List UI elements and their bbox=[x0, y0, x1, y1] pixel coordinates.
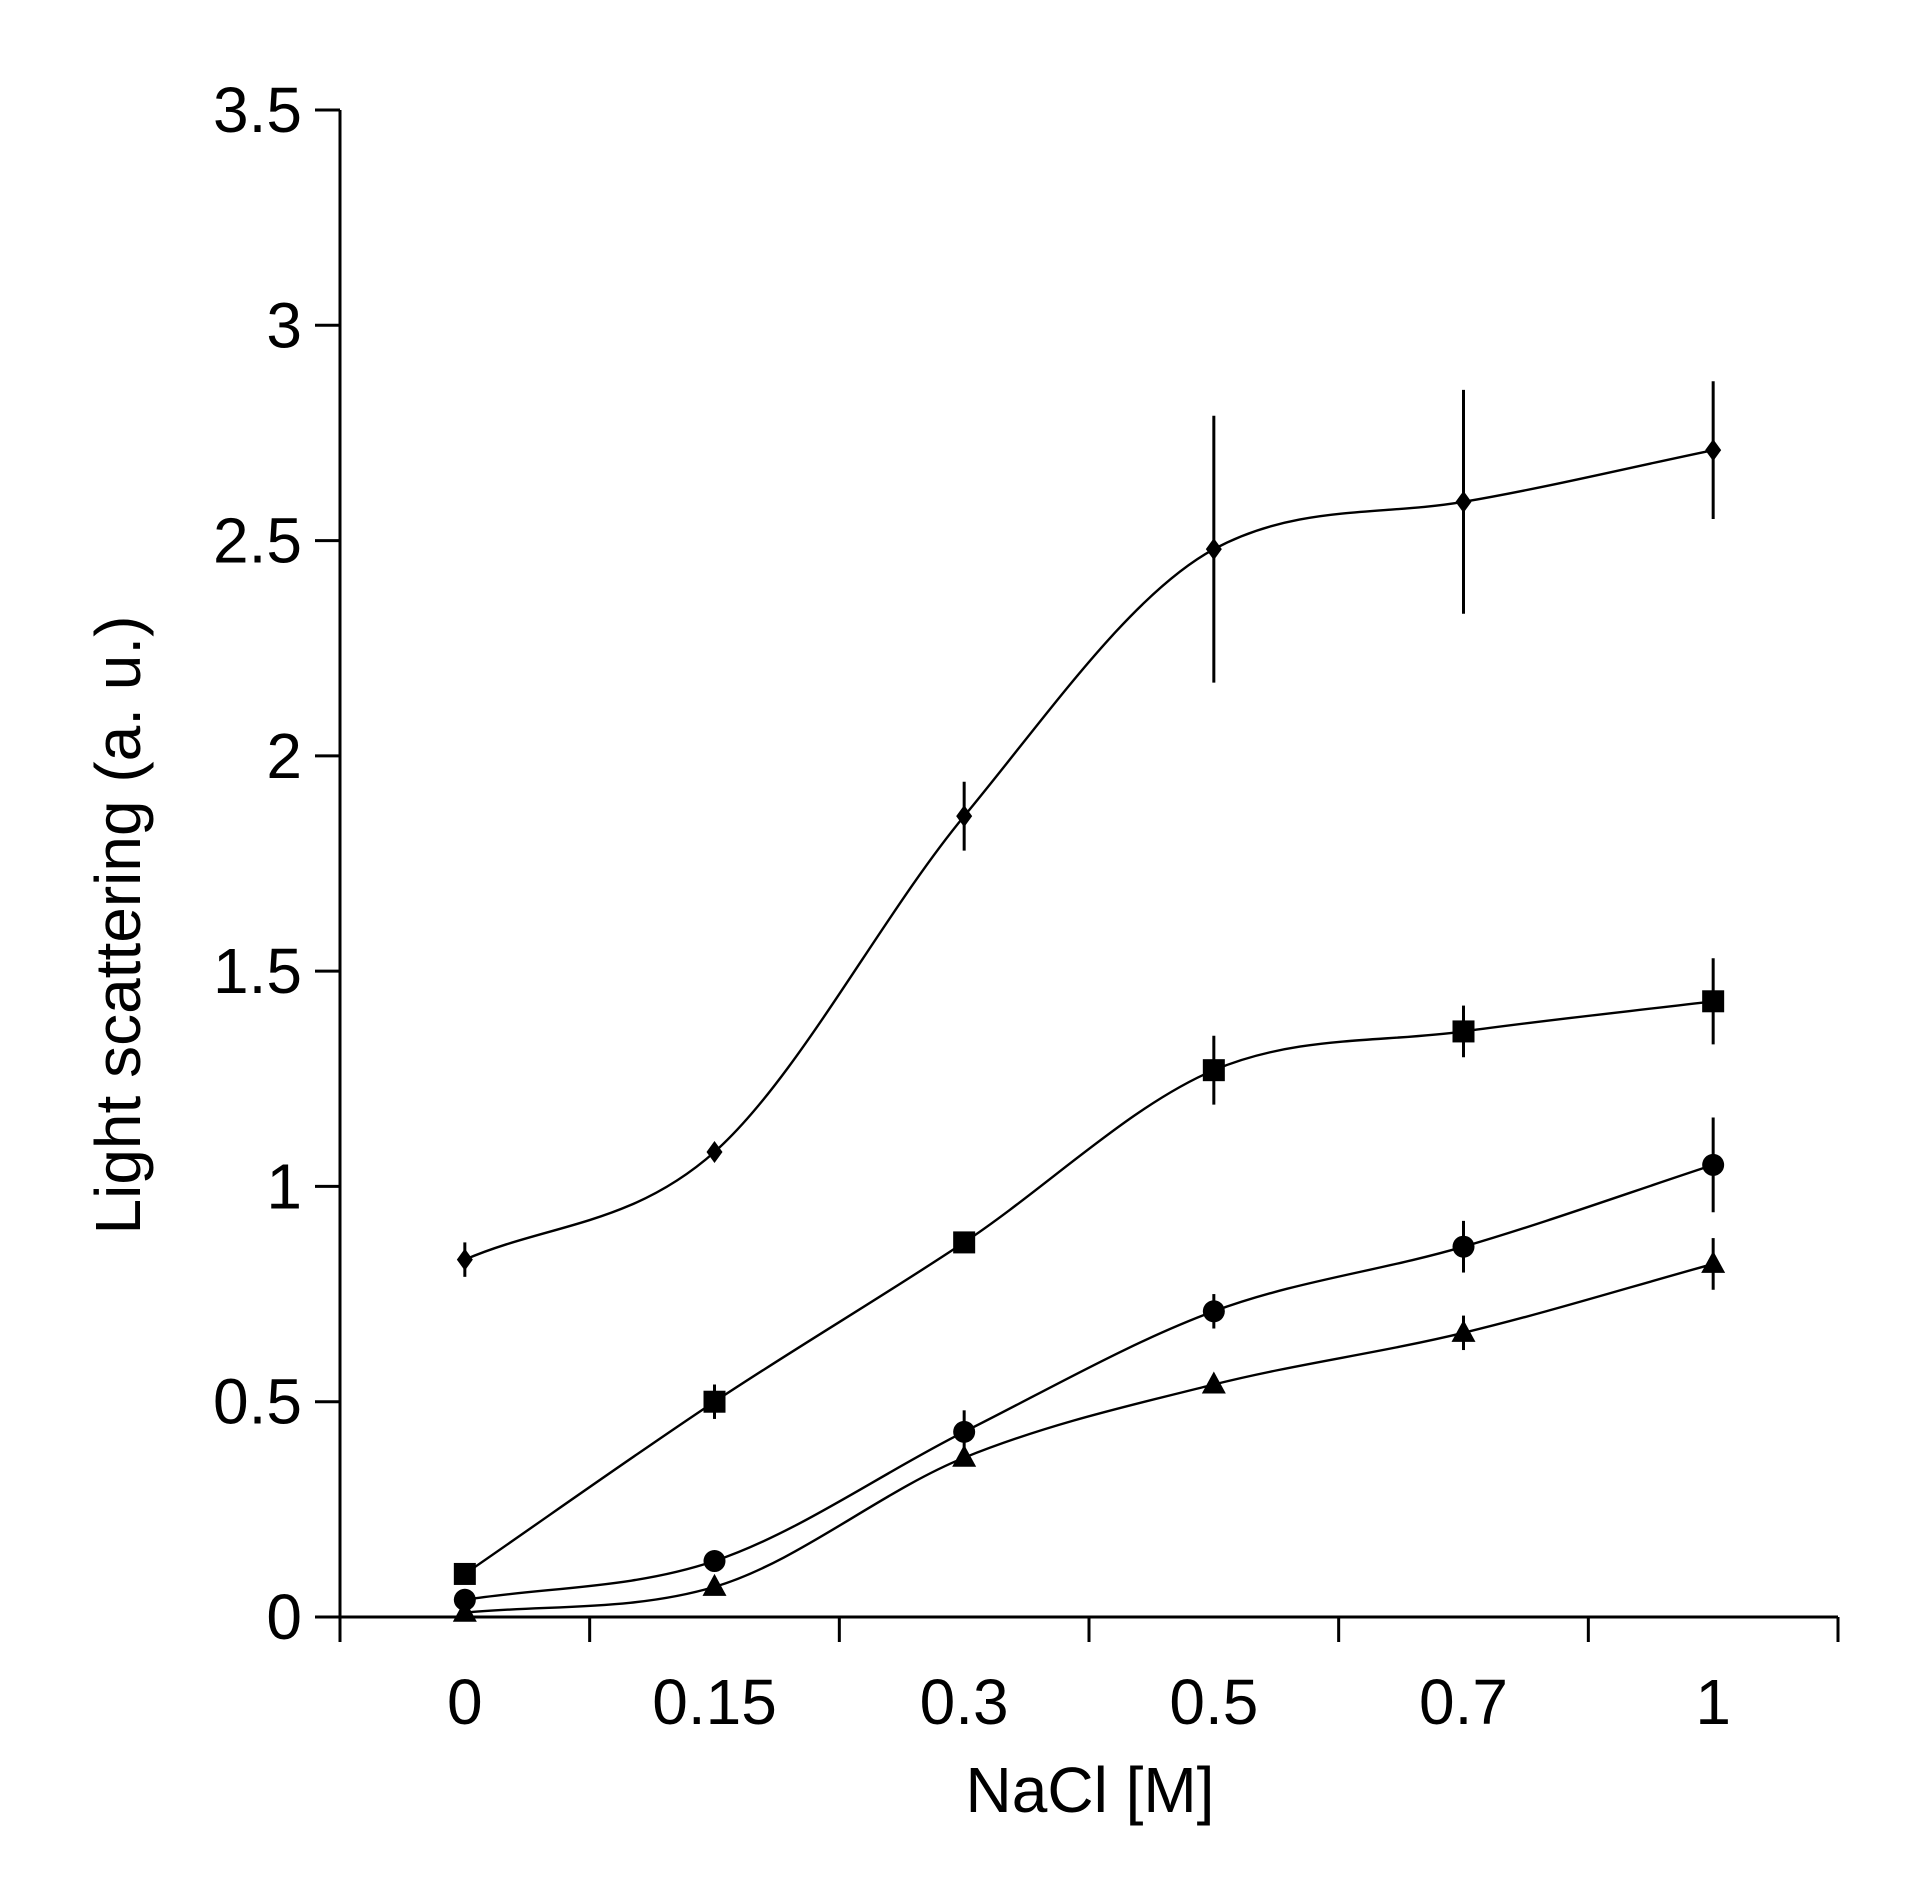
data-point bbox=[956, 805, 973, 828]
data-point bbox=[1701, 1250, 1726, 1273]
y-axis-title: Light scattering (a. u.) bbox=[82, 616, 154, 1235]
data-point bbox=[953, 1231, 976, 1254]
data-point bbox=[1452, 1020, 1475, 1043]
x-tick-label: 1 bbox=[1695, 1666, 1731, 1738]
series-line-circle bbox=[464, 1163, 1714, 1601]
series-line-square bbox=[464, 1000, 1714, 1575]
data-point bbox=[1702, 990, 1725, 1013]
x-axis-title: NaCl [M] bbox=[966, 1754, 1215, 1826]
data-point bbox=[703, 1550, 726, 1573]
x-tick-label: 0.15 bbox=[652, 1666, 777, 1738]
series-line-diamond bbox=[464, 448, 1714, 1261]
series-group bbox=[452, 381, 1726, 1622]
data-point bbox=[1451, 1319, 1476, 1342]
data-point bbox=[1452, 1235, 1475, 1258]
data-point bbox=[1455, 490, 1472, 513]
series-circle bbox=[453, 1117, 1725, 1611]
data-point bbox=[456, 1248, 473, 1271]
y-tick-label: 1.5 bbox=[213, 935, 302, 1007]
x-tick-label: 0.3 bbox=[920, 1666, 1009, 1738]
y-tick-label: 2 bbox=[266, 720, 302, 792]
series-line-triangle bbox=[464, 1262, 1714, 1614]
y-tick-label: 3 bbox=[266, 289, 302, 361]
axes: 0 0.5 1 1.5 2 2.5 3 3.5 0 0.15 0.3 0.5 0.7 1 bbox=[213, 74, 1840, 1738]
x-tick-label: 0.7 bbox=[1419, 1666, 1508, 1738]
series-triangle bbox=[452, 1238, 1726, 1622]
data-point bbox=[1201, 1371, 1226, 1394]
y-tick-label: 1 bbox=[266, 1150, 302, 1222]
data-point bbox=[452, 1599, 477, 1622]
data-point bbox=[1202, 1059, 1225, 1082]
series-square bbox=[453, 958, 1725, 1585]
data-point bbox=[1202, 1300, 1225, 1323]
data-point bbox=[1705, 439, 1722, 462]
data-point bbox=[953, 1420, 976, 1443]
series-diamond bbox=[456, 381, 1722, 1277]
y-tick-label: 2.5 bbox=[213, 505, 302, 577]
x-tick-label: 0.5 bbox=[1169, 1666, 1258, 1738]
data-point bbox=[453, 1562, 476, 1585]
y-tick-label: 0 bbox=[266, 1581, 302, 1653]
data-point bbox=[702, 1573, 727, 1596]
data-point bbox=[952, 1444, 977, 1467]
data-point bbox=[1205, 538, 1222, 561]
x-tick-label: 0 bbox=[447, 1666, 483, 1738]
data-point bbox=[706, 1140, 723, 1163]
y-tick-label: 0.5 bbox=[213, 1366, 302, 1438]
y-tick-label: 3.5 bbox=[213, 74, 302, 146]
data-point bbox=[1702, 1153, 1725, 1176]
data-point bbox=[703, 1390, 726, 1413]
